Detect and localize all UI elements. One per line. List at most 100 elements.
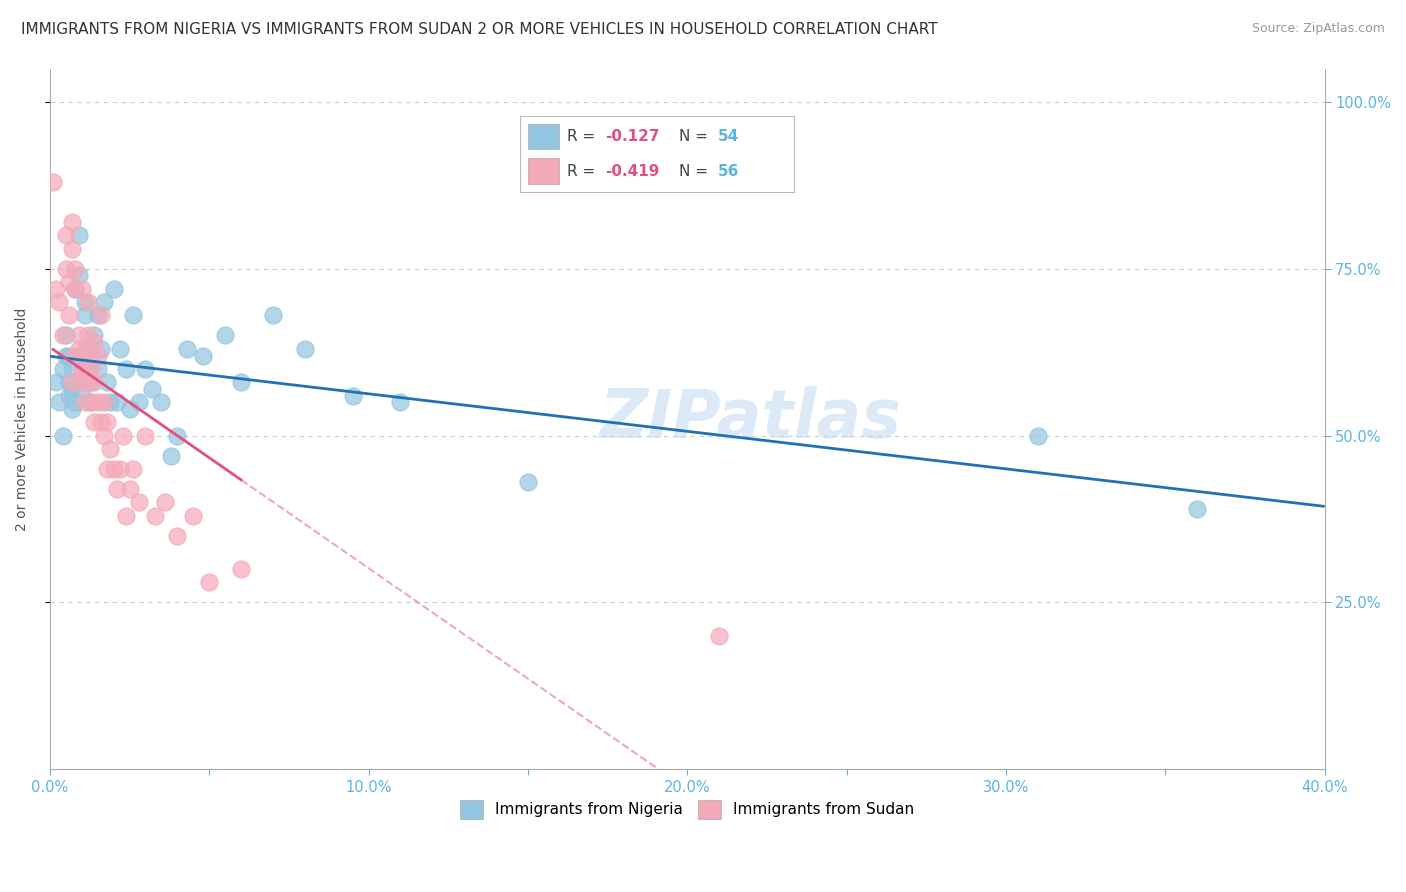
Point [150, 395, 173, 409]
Point [70, 362, 93, 376]
Text: 54: 54 [717, 129, 740, 144]
Point [128, 495, 150, 509]
Point [60, 362, 83, 376]
Text: ZIPatlas: ZIPatlas [600, 386, 903, 452]
Text: R =: R = [567, 129, 600, 144]
Point [176, 342, 198, 356]
Point [100, 395, 122, 409]
Point [262, 309, 284, 323]
Point [80, 349, 103, 363]
Point [143, 508, 166, 523]
Point [73, 309, 96, 323]
Point [52, 428, 75, 442]
Point [86, 362, 108, 376]
Point [60, 242, 83, 256]
Point [45, 375, 67, 389]
Point [141, 382, 163, 396]
Point [160, 449, 183, 463]
Point [65, 282, 87, 296]
Point [128, 395, 150, 409]
Point [105, 395, 128, 409]
Point [96, 375, 118, 389]
Point [118, 482, 141, 496]
Point [58, 275, 80, 289]
Point [93, 295, 115, 310]
Point [65, 395, 87, 409]
Point [73, 395, 96, 409]
Point [342, 388, 364, 402]
Point [229, 375, 252, 389]
Point [55, 349, 77, 363]
Point [65, 349, 87, 363]
Point [86, 309, 108, 323]
Point [55, 328, 77, 343]
FancyBboxPatch shape [529, 124, 558, 149]
Point [77, 362, 100, 376]
Point [1026, 428, 1049, 442]
Point [134, 428, 156, 442]
Point [80, 395, 103, 409]
Point [112, 428, 135, 442]
Point [707, 629, 730, 643]
Legend: Immigrants from Nigeria, Immigrants from Sudan: Immigrants from Nigeria, Immigrants from… [454, 794, 921, 825]
Point [389, 395, 412, 409]
Point [100, 442, 122, 456]
Point [181, 508, 204, 523]
Point [55, 228, 77, 243]
Text: R =: R = [567, 164, 600, 178]
Point [60, 215, 83, 229]
Text: -0.419: -0.419 [605, 164, 659, 178]
Point [108, 462, 131, 476]
Point [90, 342, 112, 356]
Point [83, 415, 105, 429]
Point [80, 375, 103, 389]
Point [65, 282, 87, 296]
Y-axis label: 2 or more Vehicles in Household: 2 or more Vehicles in Household [15, 307, 30, 531]
Point [60, 382, 83, 396]
Point [90, 415, 112, 429]
Point [55, 261, 77, 276]
Point [93, 395, 115, 409]
Point [48, 395, 70, 409]
Point [93, 428, 115, 442]
Point [83, 335, 105, 350]
Point [52, 328, 75, 343]
Point [58, 309, 80, 323]
Point [77, 342, 100, 356]
Point [77, 295, 100, 310]
Point [83, 328, 105, 343]
Point [67, 342, 90, 356]
Point [134, 362, 156, 376]
Text: 56: 56 [717, 164, 740, 178]
Point [58, 349, 80, 363]
Point [42, 175, 65, 189]
Text: IMMIGRANTS FROM NIGERIA VS IMMIGRANTS FROM SUDAN 2 OR MORE VEHICLES IN HOUSEHOLD: IMMIGRANTS FROM NIGERIA VS IMMIGRANTS FR… [21, 22, 938, 37]
Point [103, 462, 125, 476]
Text: N =: N = [679, 164, 713, 178]
Point [60, 401, 83, 416]
Point [86, 349, 108, 363]
Point [103, 282, 125, 296]
Point [118, 401, 141, 416]
Point [70, 349, 93, 363]
Point [83, 375, 105, 389]
Point [70, 282, 93, 296]
Point [52, 362, 75, 376]
Point [67, 328, 90, 343]
Point [45, 282, 67, 296]
Text: N =: N = [679, 129, 713, 144]
Point [166, 428, 188, 442]
Point [108, 342, 131, 356]
Point [121, 462, 143, 476]
Point [166, 529, 188, 543]
Point [198, 575, 221, 590]
Point [191, 349, 214, 363]
Point [73, 295, 96, 310]
Point [86, 395, 108, 409]
Point [80, 362, 103, 376]
Point [80, 395, 103, 409]
Point [153, 495, 176, 509]
Text: Source: ZipAtlas.com: Source: ZipAtlas.com [1251, 22, 1385, 36]
Point [48, 295, 70, 310]
Point [115, 508, 138, 523]
